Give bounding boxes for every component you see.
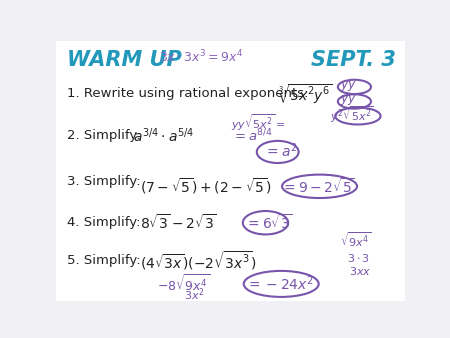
Text: $8\sqrt{3}-2\sqrt{3}$: $8\sqrt{3}-2\sqrt{3}$ [140, 213, 217, 232]
Text: $3xx$: $3xx$ [349, 265, 372, 277]
Text: $\sqrt{9x^4}$: $\sqrt{9x^4}$ [341, 231, 372, 249]
Text: 4. Simplify:: 4. Simplify: [67, 216, 140, 229]
Text: $yy$: $yy$ [341, 93, 358, 107]
Text: $= a^2$: $= a^2$ [264, 142, 297, 161]
Text: $(4\sqrt{3x})(-2\sqrt{3x^3})$: $(4\sqrt{3x})(-2\sqrt{3x^3})$ [140, 249, 257, 272]
Text: $= 9-2\sqrt{5}$: $= 9-2\sqrt{5}$ [281, 177, 355, 196]
Text: SEPT. 3: SEPT. 3 [311, 50, 396, 70]
Text: $3 \cdot 3$: $3 \cdot 3$ [347, 252, 370, 264]
Text: 3. Simplify:: 3. Simplify: [67, 175, 140, 188]
FancyBboxPatch shape [53, 38, 409, 304]
Text: WARM UP: WARM UP [67, 50, 181, 70]
Text: 1. Rewrite using rational exponents:: 1. Rewrite using rational exponents: [67, 88, 308, 100]
Text: $= a^{8/4}$: $= a^{8/4}$ [232, 127, 274, 144]
Text: $= -24x^2$: $= -24x^2$ [246, 274, 314, 293]
Text: $3x^2$: $3x^2$ [184, 287, 204, 304]
Text: $\sqrt[3]{5x^2y^6}$: $\sqrt[3]{5x^2y^6}$ [278, 82, 333, 106]
Text: $yy$: $yy$ [341, 79, 358, 93]
Text: $-8\sqrt{9x^4}$: $-8\sqrt{9x^4}$ [158, 273, 211, 294]
Text: $y^2\sqrt{5x^2}$: $y^2\sqrt{5x^2}$ [330, 104, 374, 125]
Text: 5. Simplify:: 5. Simplify: [67, 254, 140, 267]
Text: $3x \cdot 3x^3 = 9x^4$: $3x \cdot 3x^3 = 9x^4$ [159, 49, 243, 66]
Text: $(7-\sqrt{5})+(2-\sqrt{5})$: $(7-\sqrt{5})+(2-\sqrt{5})$ [140, 176, 271, 196]
Text: $yy\sqrt{5x^2}=$: $yy\sqrt{5x^2}=$ [230, 112, 286, 133]
Text: $= 6\sqrt{3}$: $= 6\sqrt{3}$ [245, 213, 292, 232]
Text: $a^{3/4} \cdot a^{5/4}$: $a^{3/4} \cdot a^{5/4}$ [133, 126, 194, 145]
Text: 2. Simplify:: 2. Simplify: [67, 129, 140, 142]
